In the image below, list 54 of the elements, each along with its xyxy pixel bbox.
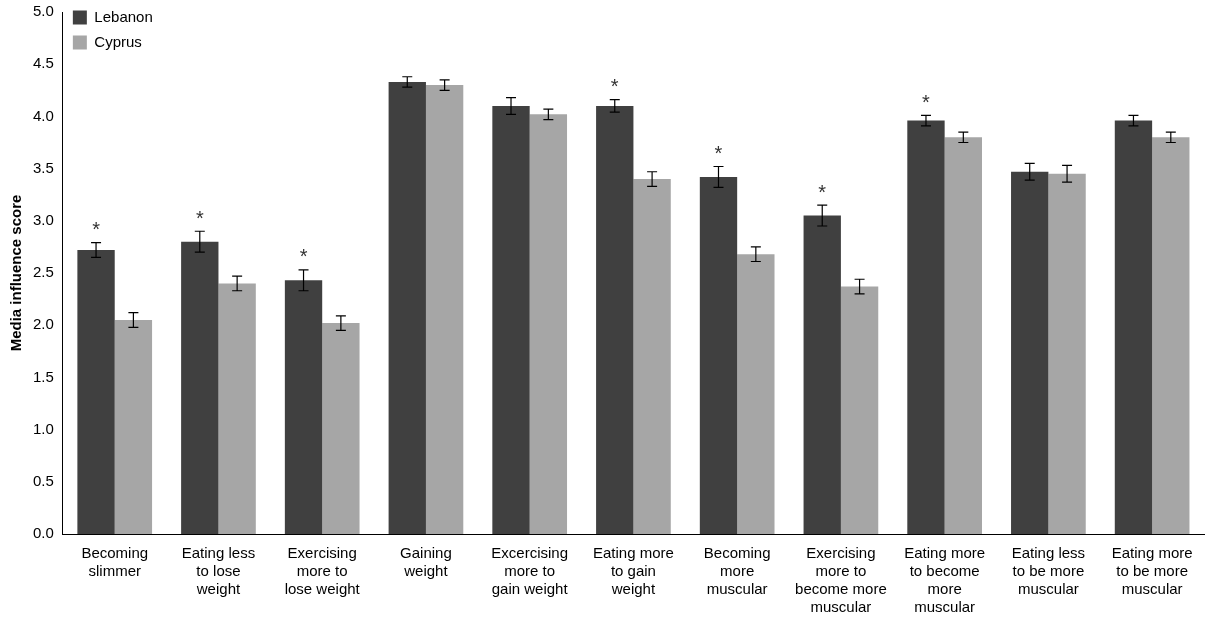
bar bbox=[492, 105, 530, 534]
bar bbox=[322, 323, 360, 534]
annotation: * bbox=[195, 206, 204, 229]
y-axis-title: Media influence score bbox=[7, 194, 25, 352]
x-tick-label: Eating less to lose weight bbox=[181, 544, 256, 598]
bar bbox=[737, 254, 775, 534]
x-tick-label: Excercising more to gain weight bbox=[491, 544, 569, 598]
annotation: * bbox=[922, 90, 931, 113]
bar bbox=[633, 179, 671, 534]
y-tick-label: 0.5 bbox=[32, 471, 54, 489]
bar bbox=[284, 280, 323, 534]
y-tick-label: 4.0 bbox=[32, 106, 54, 124]
bar bbox=[114, 319, 153, 534]
bar bbox=[1152, 137, 1190, 534]
bar bbox=[181, 241, 219, 534]
x-tick-label: Eating more to be more muscular bbox=[1111, 544, 1193, 598]
x-tick-label: Exercising more to become more muscular bbox=[795, 544, 887, 616]
y-tick-label: 4.5 bbox=[32, 54, 54, 72]
annotation: * bbox=[92, 218, 101, 241]
x-tick-label: Eating less to be more muscular bbox=[1011, 544, 1086, 598]
x-tick-label: Becoming more muscular bbox=[703, 544, 771, 598]
bar bbox=[596, 105, 634, 534]
x-tick-label: Exercising more to lose weight bbox=[284, 544, 361, 598]
y-tick-label: 1.0 bbox=[32, 419, 54, 437]
bar bbox=[1114, 120, 1153, 534]
bar bbox=[1048, 173, 1086, 534]
annotation: * bbox=[818, 180, 827, 203]
legend-label: Lebanon bbox=[94, 7, 153, 25]
y-tick-label: 2.0 bbox=[32, 315, 54, 333]
annotation: * bbox=[610, 75, 619, 98]
bar bbox=[425, 85, 464, 534]
bar bbox=[529, 114, 568, 534]
y-tick-label: 5.0 bbox=[32, 2, 54, 20]
bar bbox=[907, 120, 945, 534]
x-tick-label: Becoming slimmer bbox=[81, 544, 149, 580]
bar bbox=[77, 250, 115, 534]
y-tick-label: 0.0 bbox=[32, 524, 54, 542]
x-tick-label: Eating more to become more muscular bbox=[904, 544, 986, 616]
y-tick-label: 3.0 bbox=[32, 210, 54, 228]
bar bbox=[388, 81, 426, 534]
legend-label: Cyprus bbox=[94, 32, 142, 50]
bar bbox=[803, 215, 841, 534]
bar bbox=[218, 283, 256, 534]
annotation: * bbox=[714, 142, 723, 165]
y-tick-label: 3.5 bbox=[32, 158, 54, 176]
bar bbox=[699, 176, 738, 534]
annotation: * bbox=[299, 245, 308, 268]
bar bbox=[944, 137, 982, 534]
bar bbox=[840, 286, 879, 534]
y-tick-label: 1.5 bbox=[32, 367, 54, 385]
x-tick-label: Eating more to gain weight bbox=[592, 544, 674, 598]
x-tick-label: Gaining weight bbox=[400, 544, 452, 580]
bar bbox=[1011, 171, 1049, 534]
y-tick-label: 2.5 bbox=[32, 263, 54, 281]
